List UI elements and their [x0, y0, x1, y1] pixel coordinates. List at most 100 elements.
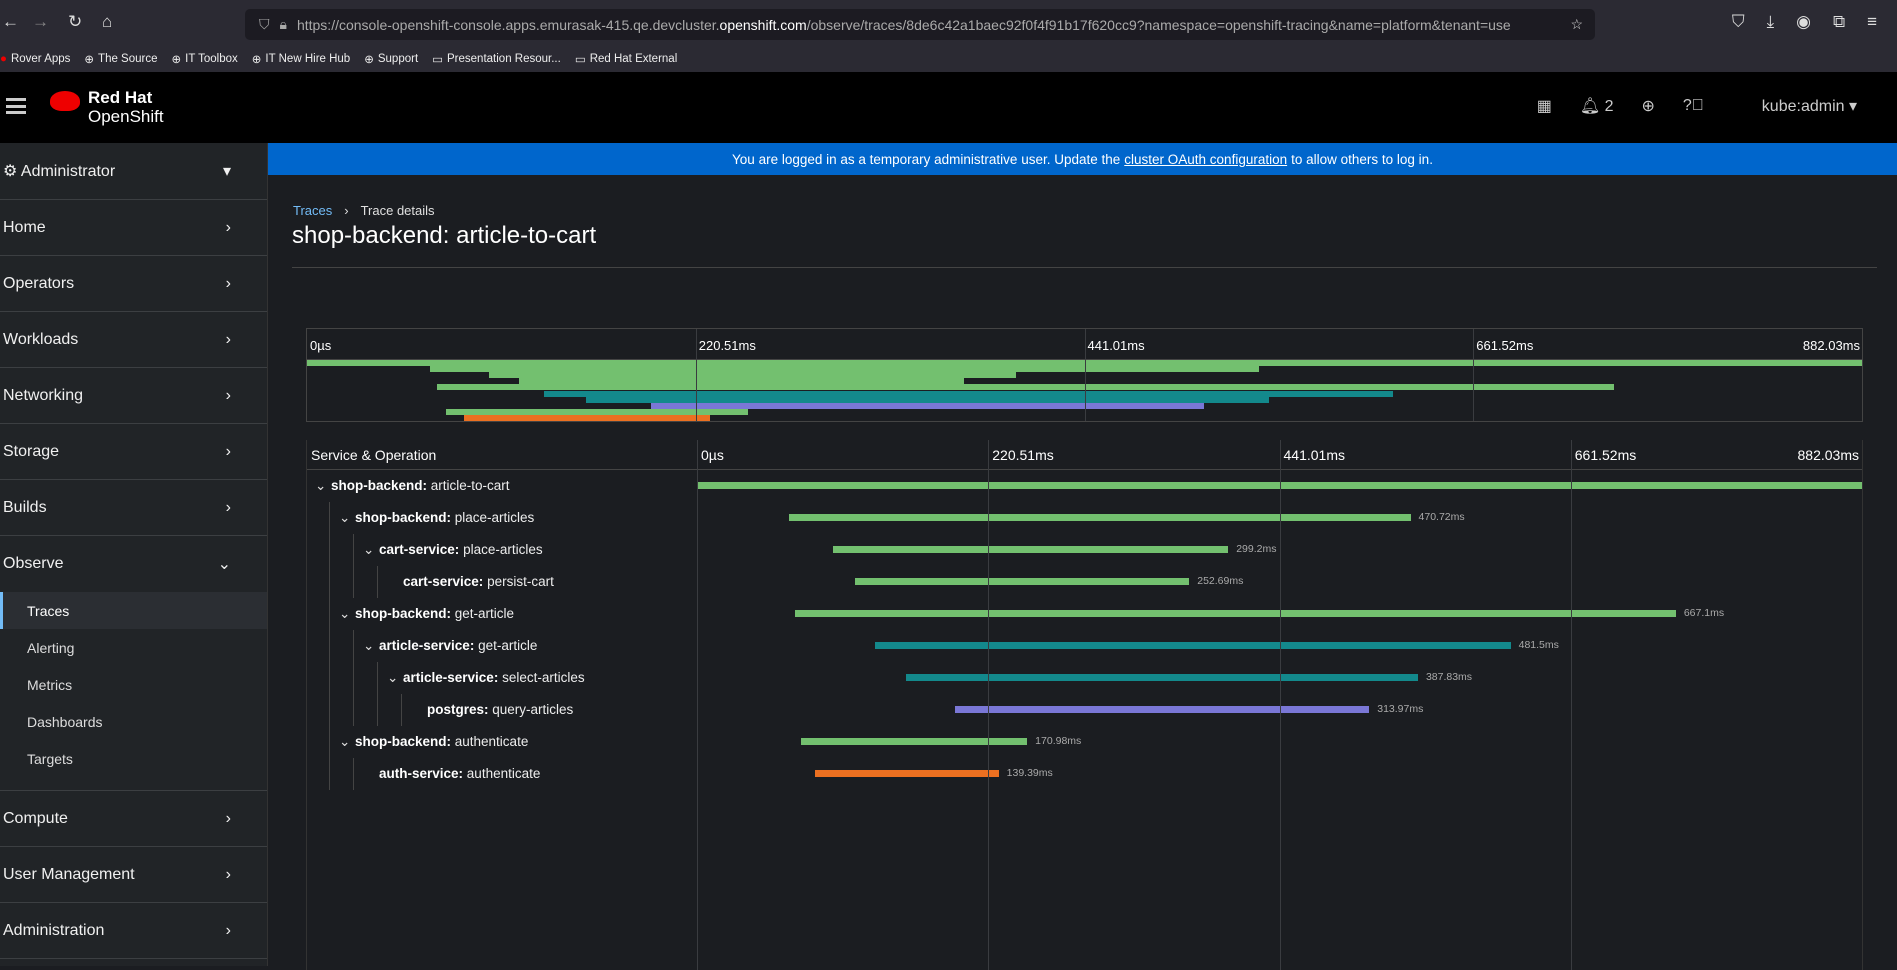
chevron-down-icon[interactable]: ⌄	[339, 734, 351, 749]
tree-guide	[353, 662, 354, 694]
tree-guide	[377, 694, 378, 726]
span-row[interactable]: ⌄ article-service: get-article 481.5ms	[307, 630, 1862, 662]
span-name[interactable]: ⌄ shop-backend: authenticate	[339, 734, 528, 750]
chevron-right-icon: ›	[225, 809, 231, 827]
openshift-logo[interactable]: Red Hat OpenShift	[50, 88, 164, 126]
span-bar[interactable]	[905, 674, 1418, 681]
notifications-button[interactable]: 🔔︎ 2	[1579, 98, 1614, 115]
span-name[interactable]: ⌄ article-service: get-article	[363, 638, 537, 654]
span-bar[interactable]	[954, 706, 1370, 713]
bookmark[interactable]: ⊕ Support	[364, 53, 419, 66]
span-bar[interactable]	[874, 642, 1511, 649]
span-bar[interactable]	[794, 610, 1676, 617]
span-row[interactable]: ⌄ article-service: select-articles 387.83m…	[307, 662, 1862, 694]
chevron-down-icon[interactable]: ⌄	[387, 670, 399, 685]
sidebar-item-home[interactable]: Home ›	[0, 200, 267, 256]
span-row[interactable]: postgres: query-articles 313.97ms	[307, 694, 1862, 726]
sidebar-item-administration[interactable]: Administration ›	[0, 903, 267, 959]
hamburger-icon[interactable]	[6, 98, 26, 114]
app-launcher-icon[interactable]: ▦	[1536, 98, 1552, 115]
sidebar-item-dashboards[interactable]: Dashboards	[27, 713, 103, 730]
chevron-down-icon[interactable]: ⌄	[339, 606, 351, 621]
home-icon[interactable]: ⌂	[102, 12, 113, 31]
span-name[interactable]: ⌄ shop-backend: article-to-cart	[315, 478, 510, 494]
chevron-down-icon[interactable]: ⌄	[315, 478, 327, 493]
span-row[interactable]: cart-service: persist-cart 252.69ms	[307, 566, 1862, 598]
sidebar-item-metrics[interactable]: Metrics	[27, 676, 73, 693]
tree-guide	[377, 566, 378, 598]
span-bar[interactable]	[814, 770, 999, 777]
span-bar[interactable]	[788, 514, 1411, 521]
span-bar[interactable]	[833, 546, 1229, 553]
back-icon[interactable]: ←	[2, 12, 19, 31]
trace-timeline: Service & Operation 0µs 220.51ms 441.01ms 6…	[306, 440, 1863, 970]
download-icon[interactable]: ⤓	[1766, 12, 1775, 31]
bookmark[interactable]: ⊕ The Source	[84, 53, 158, 66]
oauth-config-link[interactable]: cluster OAuth configuration	[1124, 151, 1288, 167]
span-row[interactable]: ⌄ shop-backend: place-articles 470.72ms	[307, 502, 1862, 534]
bookmark[interactable]: ▭ Presentation Resour...	[432, 53, 561, 66]
observe-group: Observe ⌄ Traces Alerting Metrics Dashboa…	[0, 536, 267, 791]
span-bar[interactable]	[801, 738, 1028, 745]
forward-icon[interactable]: →	[32, 12, 49, 31]
sidebar-item-targets[interactable]: Targets	[27, 750, 73, 767]
sidebar-item-user-management[interactable]: User Management ›	[0, 847, 267, 903]
bookmarks-bar: ● Rover Apps ⊕ The Source ⊕ IT Toolbox ⊕ IT …	[0, 50, 677, 68]
span-name[interactable]: ⌄ article-service: select-articles	[387, 670, 585, 686]
tree-guide	[353, 694, 354, 726]
tick-label: 661.52ms	[1574, 447, 1637, 463]
span-name[interactable]: cart-service: persist-cart	[387, 574, 554, 589]
bookmark[interactable]: ● Rover Apps	[0, 53, 71, 65]
bookmark[interactable]: ⊕ IT Toolbox	[171, 53, 238, 66]
operation-name: place-articles	[463, 542, 543, 557]
menu-icon[interactable]: ≡	[1867, 12, 1877, 31]
perspective-switcher[interactable]: ⚙ Administrator ▾	[0, 143, 267, 200]
star-icon[interactable]: ☆	[1570, 16, 1583, 32]
redhat-hat-icon	[50, 91, 80, 111]
sidebar-item-operators[interactable]: Operators ›	[0, 256, 267, 312]
sidebar-item-builds[interactable]: Builds ›	[0, 480, 267, 536]
reload-icon[interactable]: ↻	[68, 12, 83, 31]
sidebar-item-workloads[interactable]: Workloads ›	[0, 312, 267, 368]
span-name[interactable]: postgres: query-articles	[411, 702, 573, 717]
sidebar-item-storage[interactable]: Storage ›	[0, 424, 267, 480]
sidebar-item-observe[interactable]: Observe ⌄	[3, 555, 231, 573]
chevron-down-icon[interactable]: ⌄	[363, 638, 375, 653]
operation-name: authenticate	[466, 766, 541, 781]
span-name[interactable]: ⌄ shop-backend: place-articles	[339, 510, 534, 526]
minimap-span-bar	[585, 396, 1270, 403]
bookmark[interactable]: ⊕ IT New Hire Hub	[251, 53, 351, 66]
span-row[interactable]: ⌄ shop-backend: get-article 667.1ms	[307, 598, 1862, 630]
span-name[interactable]: ⌄ shop-backend: get-article	[339, 606, 514, 622]
operation-name: select-articles	[502, 670, 585, 685]
chevron-down-icon[interactable]: ⌄	[363, 542, 375, 557]
user-menu[interactable]: kube:admin ▾	[1761, 98, 1857, 115]
url-bar[interactable]: ⛉ 🔒︎ https://console-openshift-console.a…	[245, 9, 1595, 40]
minimap-span-bar	[437, 384, 1614, 391]
chevron-right-icon: ›	[225, 865, 231, 883]
bookmark[interactable]: ▭ Red Hat External	[574, 53, 678, 66]
chevron-down-icon[interactable]: ⌄	[339, 510, 351, 525]
extensions-icon[interactable]: ⧉	[1832, 12, 1846, 31]
span-name[interactable]: ⌄ cart-service: place-articles	[363, 542, 543, 558]
add-icon[interactable]: ⊕	[1641, 98, 1655, 115]
trace-minimap[interactable]: 0µs 220.51ms 441.01ms 661.52ms 882.03ms	[306, 328, 1863, 422]
sidebar-item-compute[interactable]: Compute ›	[0, 791, 267, 847]
sidebar-item-alerting[interactable]: Alerting	[27, 639, 75, 656]
span-row[interactable]: ⌄ shop-backend: authenticate 170.98ms	[307, 726, 1862, 758]
span-row[interactable]: auth-service: authenticate 139.39ms	[307, 758, 1862, 790]
breadcrumb-traces-link[interactable]: Traces	[293, 203, 333, 218]
sidebar-item-networking[interactable]: Networking ›	[0, 368, 267, 424]
span-row[interactable]: ⌄ shop-backend: article-to-cart	[307, 470, 1862, 502]
tree-guide	[353, 758, 354, 790]
span-duration: 170.98ms	[1035, 735, 1082, 747]
account-icon[interactable]: ◉	[1796, 12, 1811, 31]
tree-guide	[329, 598, 330, 630]
divider	[292, 267, 1877, 268]
span-bar[interactable]	[855, 578, 1190, 585]
sidebar-item-traces[interactable]: Traces	[0, 592, 267, 629]
span-row[interactable]: ⌄ cart-service: place-articles 299.2ms	[307, 534, 1862, 566]
span-name[interactable]: auth-service: authenticate	[363, 766, 540, 781]
pocket-icon[interactable]: ⛉	[1731, 12, 1745, 31]
help-icon[interactable]: ?⃝	[1682, 97, 1704, 114]
